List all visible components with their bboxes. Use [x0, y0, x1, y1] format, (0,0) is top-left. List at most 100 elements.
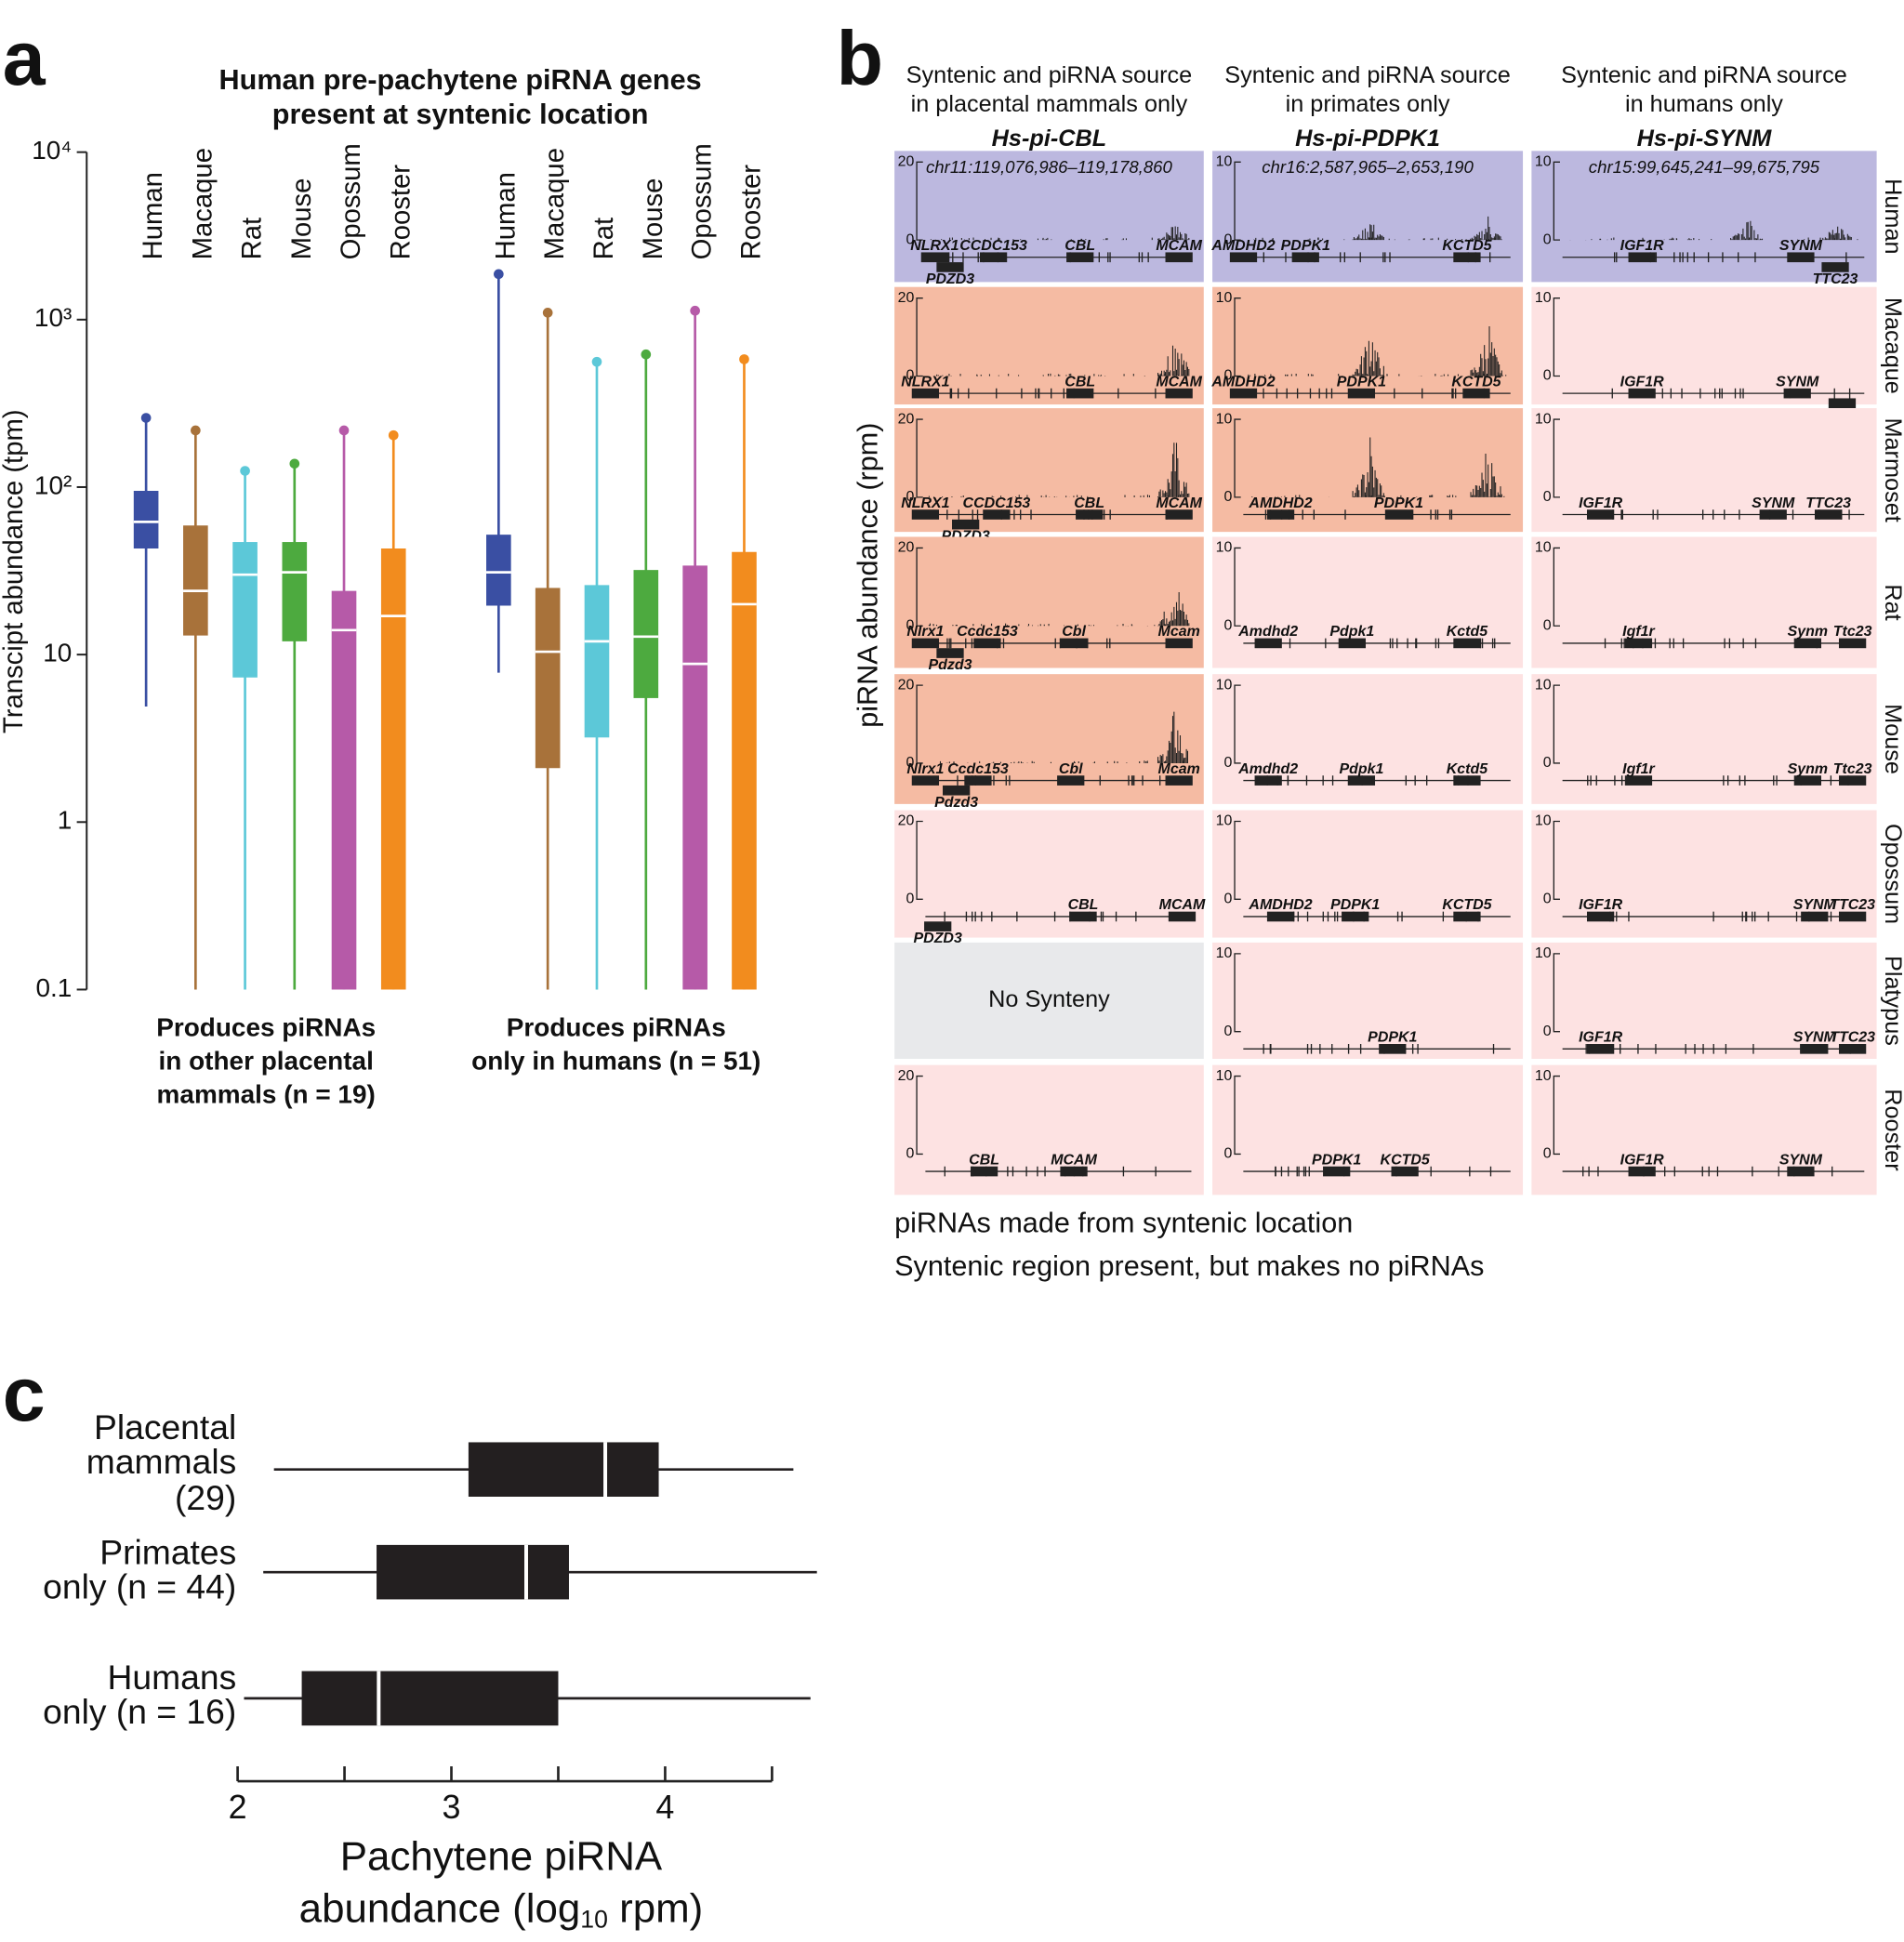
gene-body	[1060, 1166, 1088, 1177]
coverage-track	[928, 591, 1190, 627]
box	[486, 535, 511, 606]
track-max-label: 10	[1535, 290, 1552, 306]
category-label: Primates	[99, 1532, 236, 1571]
group-label: mammals (n = 19)	[157, 1079, 376, 1108]
no-synteny-label: No Synteny	[988, 986, 1110, 1012]
track-cell	[1212, 942, 1524, 1059]
track-min-label: 0	[1543, 1146, 1552, 1162]
track-axis	[916, 547, 923, 627]
series-label: Opossum	[337, 143, 366, 259]
gene-label: Mcam	[1158, 761, 1200, 777]
gene-body	[936, 648, 964, 658]
gene-body	[1391, 1166, 1419, 1177]
gene-body	[964, 775, 992, 786]
box	[133, 490, 159, 549]
category-label: (29)	[175, 1478, 236, 1517]
gene-label: CBL	[1074, 495, 1104, 511]
track-max-label: 10	[1535, 677, 1552, 693]
gene-label: PDPK1	[1281, 238, 1330, 254]
track-max-label: 10	[1216, 945, 1233, 961]
genomic-coordinates: chr15:99,645,241–99,675,795	[1589, 157, 1820, 177]
gene-body	[1165, 775, 1193, 786]
track-min-label: 0	[1543, 892, 1552, 907]
whisker-end	[494, 269, 504, 280]
y-axis-label: piRNA abundance (rpm)	[853, 423, 884, 728]
y-tick-label: 10⁴	[32, 136, 72, 165]
gene-body	[1586, 911, 1615, 922]
gene-label: IGF1R	[1579, 897, 1622, 913]
x-axis-label: Pachytene piRNA	[340, 1833, 663, 1879]
gene-body	[1628, 252, 1656, 263]
row-label: Macaque	[1880, 297, 1904, 394]
row-label: Rooster	[1880, 1089, 1904, 1170]
gene-body	[1347, 775, 1376, 786]
gene-label: IGF1R	[1620, 374, 1664, 390]
whisker-end	[542, 308, 553, 318]
row-label: Mouse	[1880, 704, 1904, 774]
gene-label: KCTD5	[1442, 238, 1492, 254]
column-header: in primates only	[1286, 91, 1450, 117]
gene-body	[911, 638, 940, 649]
track-axis	[1234, 684, 1241, 764]
category-label: only (n = 16)	[43, 1692, 236, 1731]
track-min-label: 0	[1223, 1146, 1232, 1162]
track-min-label: 0	[906, 231, 915, 247]
box	[584, 585, 610, 738]
whisker-end	[338, 425, 350, 436]
gene-label: Pdpk1	[1339, 761, 1383, 777]
gene-label: TTC23	[1813, 271, 1858, 287]
gene-label: Mcam	[1158, 624, 1200, 640]
gene-body	[936, 262, 964, 272]
box	[468, 1442, 659, 1497]
gene-body	[1838, 911, 1867, 922]
gene-body	[1783, 388, 1811, 399]
track-axis	[916, 684, 923, 764]
track-max-label: 10	[1535, 945, 1552, 961]
series-label: Macaque	[188, 148, 218, 259]
gene-body	[1838, 1044, 1867, 1054]
box	[633, 570, 659, 698]
gene-label: AMDHD2	[1248, 897, 1312, 913]
whisker-end	[140, 413, 152, 423]
track-cell	[1531, 942, 1877, 1059]
gene-body	[1266, 911, 1295, 922]
track-min-label: 0	[1543, 755, 1552, 771]
series-label: Human	[139, 172, 168, 259]
gene-label: Amdhd2	[1237, 761, 1298, 777]
gene-body	[1453, 775, 1481, 786]
y-tick-label: 0.1	[35, 973, 72, 1002]
track-axis	[1553, 161, 1560, 241]
whisker-end	[388, 429, 399, 441]
track-axis	[916, 820, 923, 900]
box	[535, 588, 561, 769]
gene-label: CCDC153	[963, 495, 1031, 511]
x-axis-label-sub: 10	[580, 1905, 608, 1933]
whisker-end	[240, 466, 250, 476]
y-tick-label: 10	[43, 639, 72, 667]
panel-letter: c	[3, 1352, 46, 1437]
track-axis	[916, 297, 923, 377]
track-cell	[894, 810, 1204, 938]
gene-body	[1060, 638, 1088, 649]
series-label: Rat	[589, 218, 619, 260]
track-max-label: 10	[1216, 813, 1233, 829]
gene-body	[1759, 509, 1787, 520]
gene-body	[970, 1166, 998, 1177]
gene-body	[1165, 638, 1193, 649]
gene-body	[1624, 638, 1653, 649]
gene-label: SYNM	[1779, 1152, 1823, 1168]
track-min-label: 0	[1543, 368, 1552, 384]
track-max-label: 10	[1216, 411, 1233, 427]
track-min-label: 0	[1223, 755, 1232, 771]
column-header: in humans only	[1625, 91, 1783, 117]
box	[331, 590, 357, 990]
gene-label: TTC23	[1830, 897, 1875, 913]
locus-name: Hs-pi-SYNM	[1637, 126, 1773, 152]
track-max-label: 10	[1216, 677, 1233, 693]
gene-body	[1793, 638, 1821, 649]
gene-label: KCTD5	[1442, 897, 1492, 913]
track-min-label: 0	[906, 755, 915, 771]
chart-title: Human pre-pachytene piRNA genes	[219, 64, 702, 96]
row-label: Opossum	[1880, 824, 1904, 924]
